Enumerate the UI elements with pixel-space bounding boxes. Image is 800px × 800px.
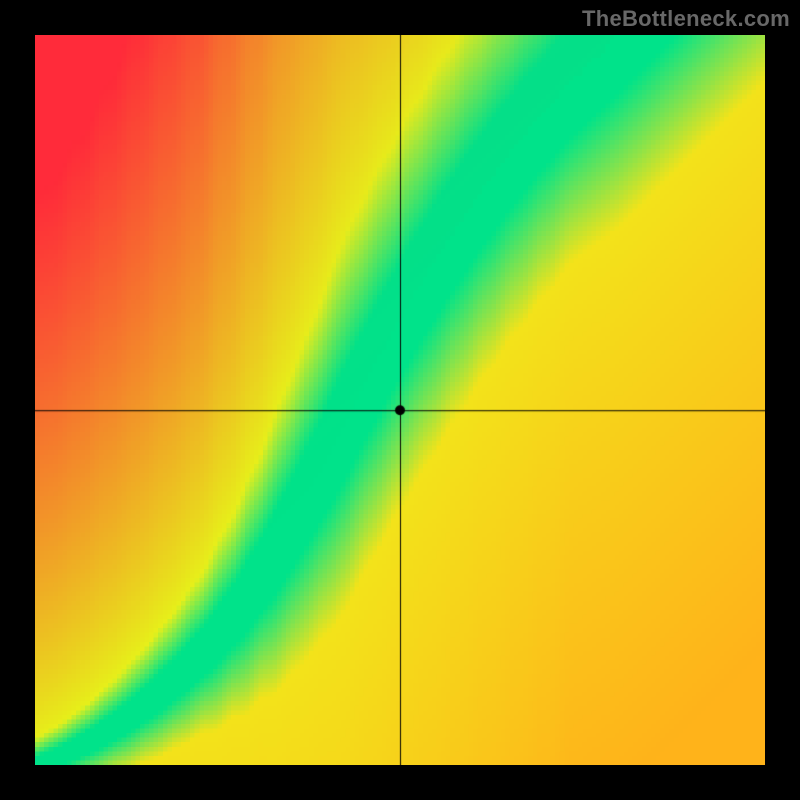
bottleneck-heatmap bbox=[35, 35, 765, 765]
chart-container: TheBottleneck.com bbox=[0, 0, 800, 800]
watermark-text: TheBottleneck.com bbox=[582, 6, 790, 32]
